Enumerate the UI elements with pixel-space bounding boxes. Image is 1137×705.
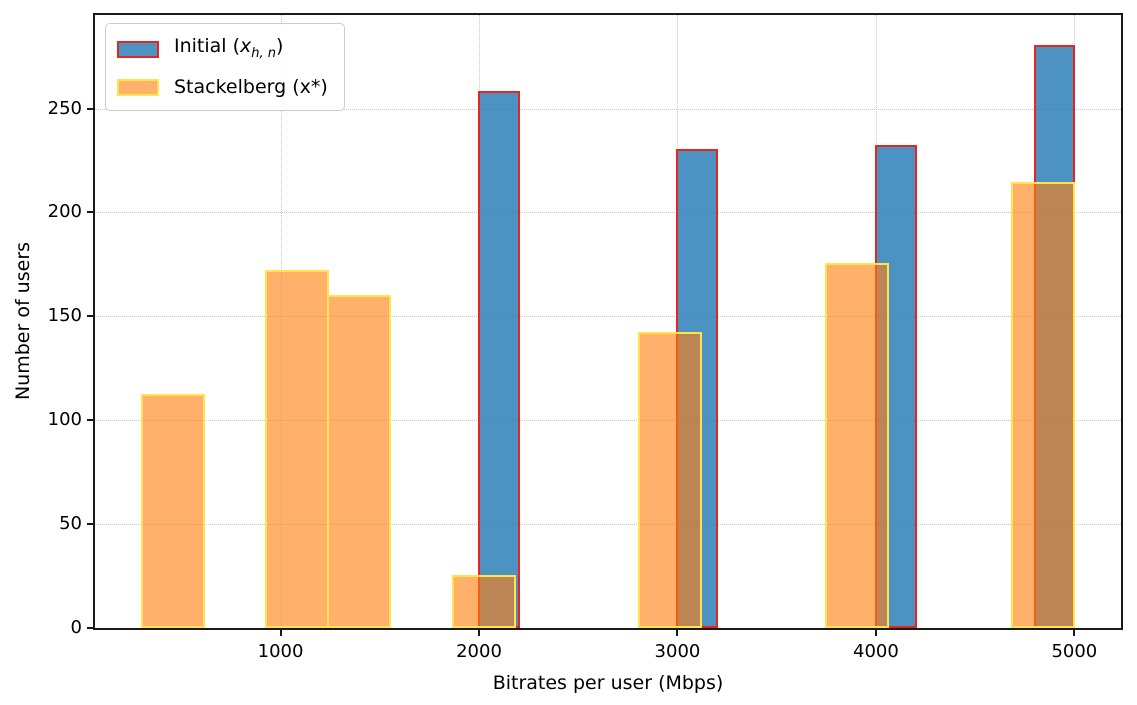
histogram-bar-stackelberg <box>140 394 205 628</box>
y-tick-mark <box>87 523 93 526</box>
x-tick-label: 4000 <box>853 641 899 662</box>
y-tick-mark <box>87 211 93 214</box>
y-tick-label: 250 <box>47 97 82 119</box>
gridline-horizontal <box>95 212 1121 214</box>
histogram-bar-stackelberg <box>327 294 392 628</box>
legend-label-initial-post: ) <box>276 35 284 57</box>
legend-label-initial: Initial (xh, n) <box>174 35 283 65</box>
y-tick-mark <box>87 107 93 110</box>
gridline-horizontal <box>95 420 1121 422</box>
x-axis-label: Bitrates per user (Mbps) <box>492 672 724 694</box>
y-tick-label: 50 <box>59 513 82 535</box>
legend-label-stackelberg: Stackelberg (x*) <box>174 75 328 98</box>
y-tick-mark <box>87 419 93 422</box>
legend-swatch-stackelberg <box>117 78 159 96</box>
legend: Initial (xh, n) Stackelberg (x*) <box>105 23 345 111</box>
x-tick-mark <box>676 630 679 636</box>
y-tick-mark <box>87 315 93 318</box>
gridline-horizontal <box>95 524 1121 526</box>
legend-label-initial-var: x <box>240 35 252 57</box>
legend-label-initial-pre: Initial ( <box>174 35 241 57</box>
y-axis-label: Number of users <box>12 241 34 401</box>
histogram-bar-stackelberg <box>824 263 889 628</box>
x-tick-label: 1000 <box>257 641 304 662</box>
gridline-horizontal <box>95 108 1121 110</box>
x-tick-mark <box>279 630 282 636</box>
y-tick-label: 100 <box>47 409 82 431</box>
y-tick-mark <box>87 627 93 629</box>
histogram-bar-stackelberg <box>1011 182 1076 628</box>
x-tick-label: 5000 <box>1051 641 1098 662</box>
legend-item-stackelberg: Stackelberg (x*) <box>117 76 328 99</box>
x-tick-label: 3000 <box>654 641 701 662</box>
y-tick-label: 200 <box>47 201 82 223</box>
x-tick-mark <box>874 630 877 636</box>
gridline-horizontal <box>95 316 1121 318</box>
histogram-bar-stackelberg <box>638 331 703 628</box>
legend-label-initial-sub: h, n <box>251 45 277 61</box>
histogram-bar-stackelberg <box>451 575 516 628</box>
plot-area: Initial (xh, n) Stackelberg (x*) <box>93 13 1123 630</box>
x-tick-mark <box>478 630 480 636</box>
legend-swatch-initial <box>117 41 159 59</box>
bar-layer <box>95 15 1121 628</box>
legend-item-initial: Initial (xh, n) <box>117 35 328 65</box>
histogram-bar-stackelberg <box>265 269 330 628</box>
y-tick-label: 0 <box>70 617 82 638</box>
histogram-bar-initial <box>478 90 520 628</box>
x-tick-label: 2000 <box>456 641 502 662</box>
y-tick-label: 150 <box>47 305 82 327</box>
x-tick-mark <box>1073 630 1076 636</box>
